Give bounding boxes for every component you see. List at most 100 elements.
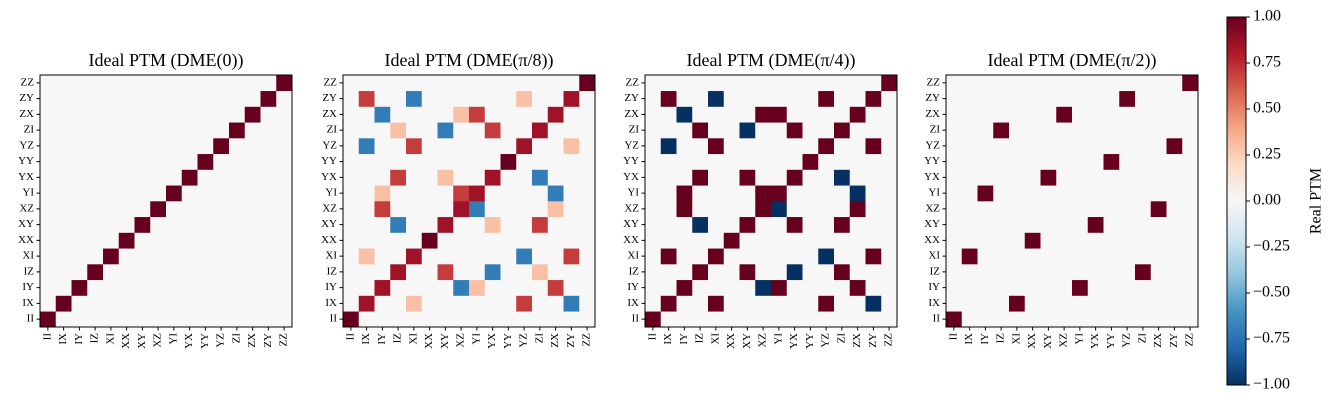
heatmap-cell: [755, 232, 772, 249]
heatmap-cell: [390, 185, 407, 202]
heatmap-cell: [150, 264, 167, 281]
heatmap-cell: [1135, 232, 1152, 249]
heatmap-cell: [547, 122, 564, 139]
heatmap-cell: [229, 122, 246, 139]
heatmap-cell: [1072, 232, 1089, 249]
heatmap-cell: [1087, 185, 1104, 202]
heatmap-cell: [993, 106, 1010, 123]
heatmap-cell: [118, 264, 135, 281]
heatmap-cell: [516, 201, 533, 218]
heatmap-cell: [579, 138, 596, 155]
heatmap-cell: [660, 232, 677, 249]
heatmap-cell: [244, 122, 261, 139]
heatmap-cell: [977, 264, 994, 281]
heatmap-cell: [229, 138, 246, 155]
heatmap-cell: [1166, 216, 1183, 233]
heatmap-cell: [676, 264, 693, 281]
heatmap-cell: [645, 311, 662, 328]
heatmap-cell: [961, 216, 978, 233]
heatmap-cell: [1103, 264, 1120, 281]
heatmap-cell: [660, 201, 677, 218]
heatmap-cell: [134, 75, 151, 92]
heatmap-cell: [946, 279, 963, 296]
heatmap-cell: [739, 153, 756, 170]
colorbar-tick-label: −0.25: [1253, 238, 1290, 255]
heatmap-cell: [865, 106, 882, 123]
heatmap-cell: [786, 295, 803, 312]
heatmap-cell: [1040, 153, 1057, 170]
heatmap-cell: [755, 311, 772, 328]
heatmap-cell: [421, 122, 438, 139]
heatmap-cell: [1119, 264, 1136, 281]
heatmap-cell: [166, 138, 183, 155]
heatmap-cell: [1024, 311, 1041, 328]
heatmap-cell: [1103, 201, 1120, 218]
y-tick-label: YX: [18, 171, 34, 183]
heatmap-cell: [484, 153, 501, 170]
heatmap-cell: [1009, 216, 1026, 233]
heatmap-cell: [993, 90, 1010, 107]
heatmap-cell: [708, 169, 725, 186]
x-tick-label: IY: [73, 333, 85, 345]
heatmap-cell: [1040, 122, 1057, 139]
heatmap-cell: [977, 216, 994, 233]
chart-title: Ideal PTM (DME(0)): [89, 50, 244, 71]
heatmap-cell: [260, 122, 277, 139]
heatmap-cell: [437, 90, 454, 107]
heatmap-cell: [1056, 75, 1073, 92]
x-tick-label: YZ: [820, 333, 832, 348]
x-tick-label: YX: [1089, 333, 1101, 349]
heatmap-cell: [818, 122, 835, 139]
heatmap-cell: [197, 248, 214, 265]
heatmap-cell: [374, 75, 391, 92]
heatmap-cell: [390, 90, 407, 107]
heatmap-cell: [849, 138, 866, 155]
heatmap-cell: [563, 169, 580, 186]
heatmap-cell: [563, 75, 580, 92]
heatmap-cell: [469, 169, 486, 186]
heatmap-cell: [771, 216, 788, 233]
x-tick-label: ZI: [1136, 333, 1148, 344]
heatmap-cell: [181, 295, 198, 312]
heatmap-cell: [532, 295, 549, 312]
heatmap-cell: [276, 264, 293, 281]
y-tick-label: YI: [22, 187, 34, 199]
heatmap-cell: [1072, 248, 1089, 265]
heatmap-cell: [1135, 122, 1152, 139]
x-tick-label: YI: [167, 333, 179, 345]
heatmap-cell: [849, 248, 866, 265]
x-tick-label: ZI: [533, 333, 545, 344]
heatmap-cell: [484, 75, 501, 92]
heatmap-cell: [197, 311, 214, 328]
heatmap-cell: [40, 248, 57, 265]
heatmap-cell: [1024, 169, 1041, 186]
heatmap-cell: [1072, 264, 1089, 281]
colorbar-tick-label: 0.75: [1253, 54, 1281, 71]
y-tick-label: II: [933, 313, 941, 325]
heatmap-cell: [579, 248, 596, 265]
y-tick-label: ZZ: [21, 76, 35, 88]
heatmap-cell: [660, 264, 677, 281]
x-tick-label: XY: [136, 333, 148, 349]
heatmap-cell: [453, 201, 470, 218]
x-tick-label: IX: [662, 333, 674, 345]
heatmap-cell: [1166, 153, 1183, 170]
y-tick-label: ZX: [925, 108, 940, 120]
heatmap-cell: [150, 75, 167, 92]
heatmap-cell: [692, 106, 709, 123]
heatmap-cell: [40, 295, 57, 312]
heatmap-cell: [547, 295, 564, 312]
heatmap-cell: [1087, 295, 1104, 312]
heatmap-cell: [1135, 138, 1152, 155]
heatmap-cell: [374, 216, 391, 233]
heatmap-cell: [532, 185, 549, 202]
x-tick-label: ZX: [1152, 333, 1164, 348]
heatmap-cell: [118, 90, 135, 107]
y-tick-label: XY: [18, 218, 34, 230]
heatmap-cell: [1056, 153, 1073, 170]
heatmap-cell: [213, 169, 230, 186]
heatmap-cell: [563, 311, 580, 328]
heatmap-cell: [40, 264, 57, 281]
y-tick-label: IY: [928, 281, 940, 293]
heatmap-cell: [516, 106, 533, 123]
